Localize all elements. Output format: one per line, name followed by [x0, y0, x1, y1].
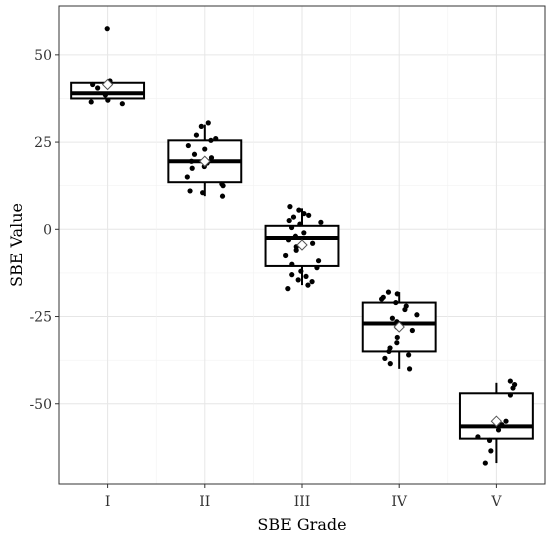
boxes-layer — [70, 81, 534, 464]
data-point — [293, 247, 299, 253]
data-point — [295, 277, 301, 283]
data-point — [310, 240, 316, 246]
data-point — [189, 165, 195, 171]
data-point — [394, 291, 400, 297]
data-point — [198, 123, 204, 129]
y-tick-label: -25 — [29, 310, 52, 326]
data-point — [394, 340, 400, 346]
data-point — [285, 237, 292, 243]
data-point — [290, 214, 297, 220]
data-point — [187, 188, 193, 194]
x-tick-label: IV — [391, 494, 408, 510]
data-point — [185, 142, 191, 149]
data-point — [298, 268, 304, 274]
data-point — [306, 212, 312, 218]
data-point — [510, 385, 516, 391]
data-point — [387, 361, 393, 367]
data-point — [301, 210, 307, 217]
y-tick-label: 50 — [34, 48, 52, 64]
data-point — [287, 204, 293, 210]
mean-marker — [101, 78, 114, 91]
data-point — [393, 299, 399, 306]
data-point — [314, 265, 320, 271]
data-point — [289, 224, 295, 231]
data-point — [303, 273, 309, 280]
x-axis-title: SBE Grade — [257, 515, 346, 534]
data-point — [297, 221, 303, 227]
data-point — [475, 434, 481, 440]
data-point — [486, 437, 493, 443]
data-point — [318, 219, 324, 225]
mean-marker — [199, 155, 211, 167]
mean-marker — [490, 415, 503, 427]
data-point — [386, 348, 392, 355]
data-point — [191, 151, 198, 157]
data-point — [482, 460, 488, 466]
data-point — [499, 422, 505, 428]
mean-marker — [296, 239, 308, 251]
data-point — [495, 427, 502, 433]
data-point — [389, 315, 395, 321]
data-point — [503, 418, 509, 424]
data-point — [95, 85, 101, 91]
data-point — [200, 190, 206, 196]
data-point — [414, 312, 420, 318]
points-layer — [88, 26, 518, 466]
means-layer — [101, 78, 503, 427]
data-point — [394, 334, 400, 341]
data-point — [119, 101, 125, 107]
data-point — [90, 81, 96, 88]
x-tick-label: II — [199, 494, 210, 510]
data-point — [208, 137, 214, 143]
data-point — [315, 258, 322, 264]
data-point — [285, 286, 291, 292]
data-point — [88, 99, 94, 105]
data-point — [193, 132, 200, 138]
data-point — [188, 158, 195, 164]
data-point — [409, 327, 415, 334]
data-point — [283, 252, 289, 259]
mean-marker — [393, 321, 405, 333]
data-point — [202, 146, 208, 152]
y-tick-label: -50 — [29, 397, 52, 413]
x-tick-label: V — [490, 494, 502, 510]
data-point — [105, 97, 111, 103]
data-point — [104, 26, 110, 32]
data-point — [289, 272, 295, 278]
data-point — [301, 230, 307, 236]
data-point — [292, 233, 299, 239]
data-point — [309, 279, 315, 285]
data-point — [184, 174, 190, 180]
data-point — [289, 261, 295, 267]
data-point — [213, 135, 219, 142]
y-axis-title: SBE Value — [7, 203, 26, 287]
y-tick-label: 25 — [34, 135, 52, 151]
data-point — [507, 378, 513, 384]
data-point — [507, 392, 514, 398]
data-point — [286, 217, 292, 224]
data-point — [406, 352, 412, 358]
data-point — [406, 366, 413, 372]
data-point — [402, 306, 408, 313]
data-point — [305, 282, 311, 288]
data-point — [219, 193, 226, 199]
data-point — [296, 207, 302, 213]
y-tick-label: 0 — [43, 222, 52, 238]
data-point — [488, 448, 494, 454]
x-tick-label: I — [105, 494, 111, 510]
x-tick-label: III — [294, 494, 311, 510]
data-point — [382, 355, 388, 361]
data-point — [205, 120, 211, 126]
data-point — [220, 183, 226, 189]
data-point — [385, 289, 392, 295]
data-point — [208, 155, 215, 161]
data-point — [102, 92, 108, 98]
data-point — [379, 296, 385, 302]
